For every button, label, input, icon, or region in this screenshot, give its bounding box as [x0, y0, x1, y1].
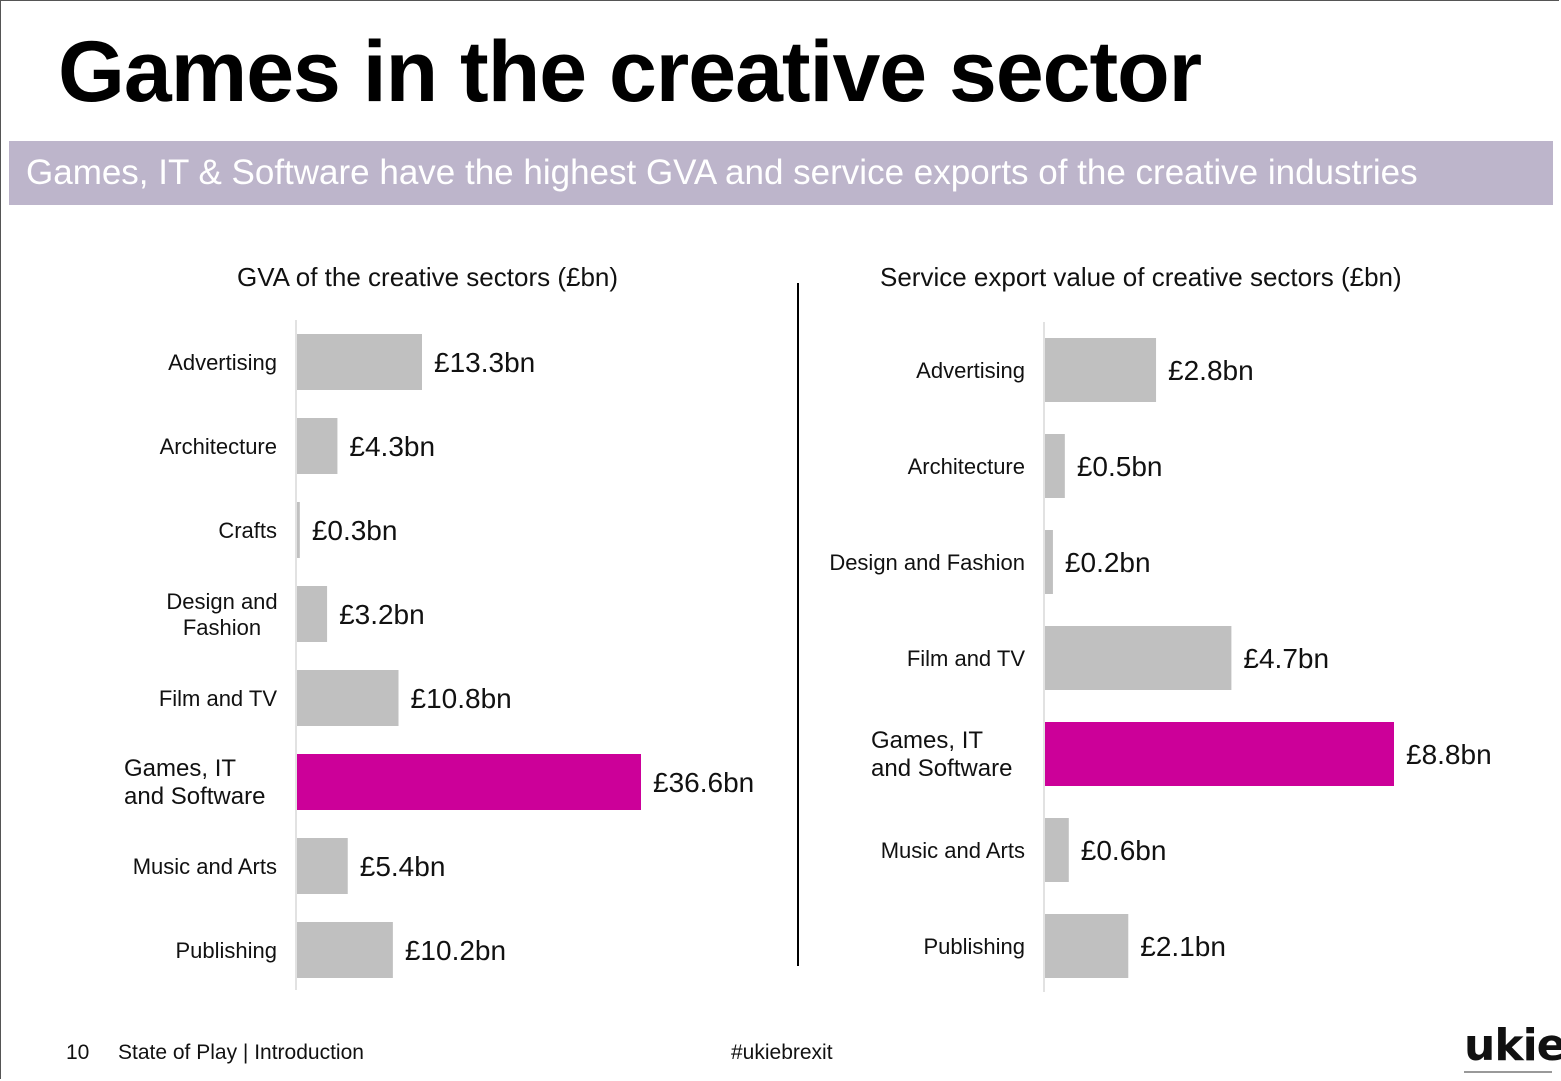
exports-category-line: and Software	[871, 755, 1012, 782]
exports-value-label: £0.6bn	[1081, 835, 1167, 866]
exports-bar	[1045, 338, 1157, 402]
gva-value-label: £4.3bn	[349, 431, 435, 462]
exports-category-line: Architecture	[908, 454, 1025, 479]
exports-bar	[1045, 818, 1069, 882]
gva-value-label: £10.8bn	[411, 683, 512, 714]
footer-hashtag: #ukiebrexit	[731, 1041, 833, 1064]
exports-category-label: Games, IT and Software	[871, 727, 1012, 782]
footer-section: State of Play | Introduction	[118, 1041, 364, 1064]
gva-value-label: £0.3bn	[312, 515, 398, 546]
gva-chart-title: GVA of the creative sectors (£bn)	[237, 262, 619, 292]
exports-bar	[1045, 914, 1129, 978]
exports-category-label: Architecture	[908, 454, 1025, 479]
gva-value-label: £13.3bn	[434, 347, 535, 378]
ukie-logo-underline	[1464, 1071, 1552, 1073]
exports-bar	[1045, 626, 1232, 690]
chart-divider	[797, 283, 799, 966]
gva-category-label: Crafts	[218, 518, 277, 543]
exports-chart-title: Service export value of creative sectors…	[880, 262, 1402, 292]
exports-category-line: Advertising	[916, 358, 1025, 383]
gva-bar	[297, 502, 300, 558]
gva-category-line: Publishing	[175, 938, 277, 963]
gva-bar	[297, 922, 393, 978]
exports-category-label: Design and Fashion	[829, 550, 1025, 575]
gva-category-line: Crafts	[218, 518, 277, 543]
subtitle-banner: Games, IT & Software have the highest GV…	[9, 141, 1553, 205]
page-number: 10	[66, 1041, 90, 1064]
exports-category-line: Design and Fashion	[829, 550, 1025, 575]
exports-bar	[1045, 722, 1394, 786]
gva-value-label: £5.4bn	[360, 851, 446, 882]
exports-category-line: Games, IT	[871, 727, 983, 754]
slide-title: Games in the creative sector	[58, 24, 1202, 120]
gva-bar	[297, 754, 641, 810]
gva-category-line: Architecture	[160, 434, 277, 459]
exports-category-label: Music and Arts	[881, 838, 1025, 863]
gva-category-line: Advertising	[168, 350, 277, 375]
exports-category-line: Music and Arts	[881, 838, 1025, 863]
gva-category-label: Film and TV	[159, 686, 278, 711]
gva-category-line: Film and TV	[159, 686, 278, 711]
exports-bar	[1045, 530, 1053, 594]
gva-category-label: Music and Arts	[133, 854, 277, 879]
gva-value-label: £36.6bn	[653, 767, 754, 798]
exports-category-label: Advertising	[916, 358, 1025, 383]
exports-value-label: £2.8bn	[1168, 355, 1254, 386]
exports-value-label: £2.1bn	[1140, 931, 1226, 962]
gva-bar	[297, 586, 328, 642]
gva-category-line: Fashion	[183, 615, 261, 640]
gva-category-label: Advertising	[168, 350, 277, 375]
exports-value-label: £4.7bn	[1243, 643, 1329, 674]
exports-value-label: £8.8bn	[1406, 739, 1492, 770]
gva-category-label: Games, IT and Software	[124, 755, 265, 810]
ukie-logo: ukie	[1464, 1020, 1561, 1078]
gva-category-line: and Software	[124, 783, 265, 810]
exports-bar	[1045, 434, 1065, 498]
ukie-logo-text: ukie	[1464, 1020, 1561, 1071]
exports-category-label: Film and TV	[907, 646, 1026, 671]
gva-bar	[297, 670, 399, 726]
gva-category-label: Architecture	[160, 434, 277, 459]
exports-value-label: £0.2bn	[1065, 547, 1151, 578]
gva-category-line: Design and	[166, 589, 277, 614]
gva-category-label: Publishing	[175, 938, 277, 963]
gva-value-label: £3.2bn	[339, 599, 425, 630]
gva-bar	[297, 334, 423, 390]
exports-category-line: Publishing	[923, 934, 1025, 959]
gva-bar	[297, 838, 348, 894]
gva-category-line: Music and Arts	[133, 854, 277, 879]
exports-value-label: £0.5bn	[1077, 451, 1163, 482]
exports-category-line: Film and TV	[907, 646, 1026, 671]
exports-category-label: Publishing	[923, 934, 1025, 959]
gva-category-label: Design and Fashion	[166, 589, 277, 640]
gva-category-line: Games, IT	[124, 755, 236, 782]
gva-value-label: £10.2bn	[405, 935, 506, 966]
gva-bar	[297, 418, 338, 474]
